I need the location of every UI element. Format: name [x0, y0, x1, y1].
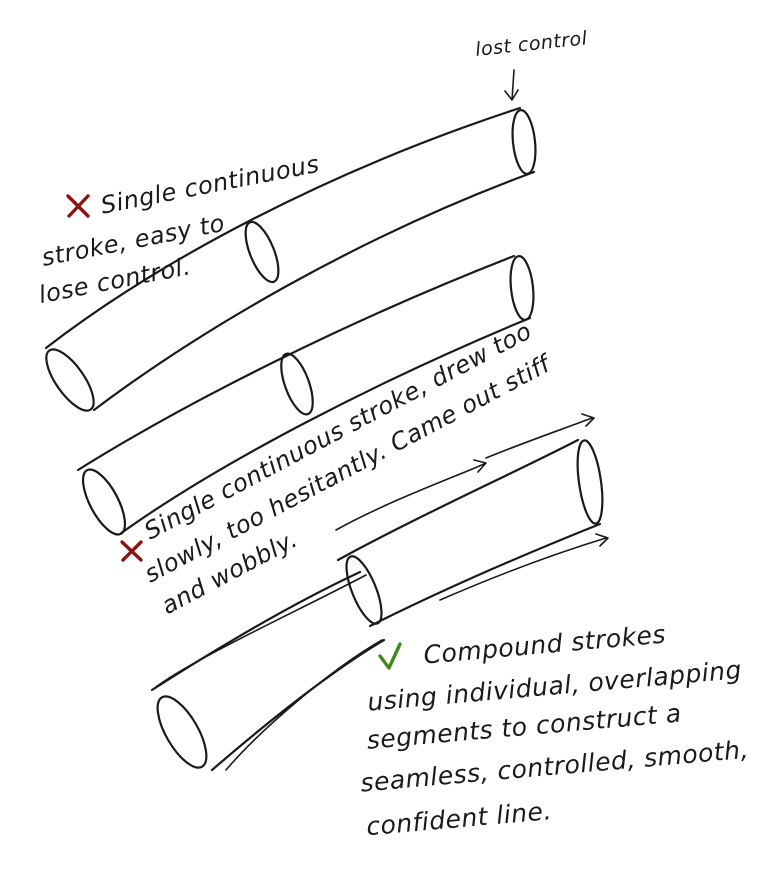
checkmark-icon: [378, 642, 402, 670]
example-3-annotation: Compound strokes using individual, overl…: [359, 620, 750, 842]
direction-arrow-4: [225, 639, 383, 771]
tube-2-lower-edge: [118, 316, 532, 536]
tube-3-lower-segment-2: [368, 522, 602, 628]
tube-3-end-cap: [576, 439, 604, 525]
example-3-line-5: confident line.: [365, 796, 553, 841]
tube-1-upper-edge: [44, 106, 522, 350]
tube-1-mid-cap: [244, 220, 280, 284]
tube-3-lower-segment-1: [210, 638, 386, 772]
example-3-line-2: using individual, overlapping: [366, 655, 743, 717]
tube-1-end-cap: [511, 109, 537, 175]
example-1-line-1: Single continuous: [98, 150, 321, 220]
tube-1-start-cap: [45, 348, 95, 412]
lost-control-label: lost control: [474, 27, 588, 61]
stroke-direction-arrows: [151, 413, 609, 771]
example-3-line-1: Compound strokes: [422, 620, 667, 670]
example-2-line-2: slowly, too hesitantly. Came out stiff: [140, 348, 558, 588]
tube-2-end-cap: [509, 255, 535, 321]
direction-arrow-2: [485, 413, 595, 459]
x-mark-icon: [66, 194, 90, 218]
tube-3-mid-cap: [345, 555, 383, 625]
tube-1: [44, 106, 537, 412]
direction-arrow-5: [439, 533, 609, 601]
example-2-line-1: Single continuous stroke, drew too: [140, 317, 537, 546]
tube-2-mid-cap: [280, 352, 314, 416]
lost-control-arrow: [504, 69, 519, 101]
direction-arrow-1: [335, 459, 487, 531]
tube-1-lower-edge: [92, 170, 536, 412]
tube-2-upper-edge: [76, 254, 516, 472]
direction-arrow-3: [151, 574, 367, 691]
tube-2-start-cap: [81, 468, 127, 536]
tube-3-upper-segment-2: [336, 438, 580, 562]
x-mark-icon: [120, 540, 143, 562]
tube-3-start-cap: [156, 695, 208, 769]
tube-2: [76, 254, 535, 536]
